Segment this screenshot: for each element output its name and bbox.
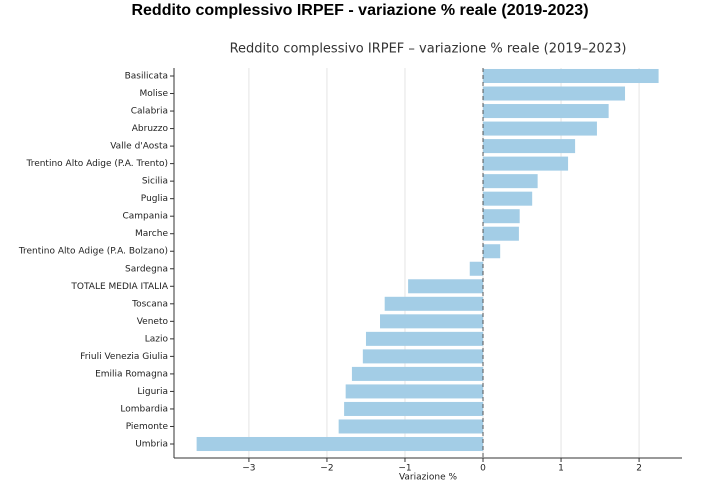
bar	[483, 191, 533, 206]
y-tick-label: TOTALE MEDIA ITALIA	[70, 282, 168, 292]
x-tick-label: 2	[636, 464, 642, 474]
bar	[345, 384, 484, 399]
y-tick-label: Umbria	[135, 440, 168, 450]
bar	[483, 156, 569, 171]
bar	[408, 279, 484, 294]
chart-title: Reddito complessivo IRPEF – variazione %…	[230, 42, 627, 57]
bar	[483, 209, 520, 224]
bar	[483, 104, 609, 119]
y-tick-label: Veneto	[137, 317, 169, 327]
y-tick-label: Marche	[135, 229, 168, 239]
y-tick-label: Lombardia	[120, 404, 168, 414]
x-axis-label: Variazione %	[399, 473, 458, 480]
y-tick-label: Calabria	[131, 107, 168, 117]
bar	[384, 296, 484, 311]
y-tick-label: Valle d'Aosta	[110, 142, 168, 152]
bar	[483, 68, 659, 84]
y-tick-label: Liguria	[137, 387, 168, 397]
y-tick-label: Emilia Romagna	[95, 369, 168, 379]
bar	[344, 401, 484, 416]
x-tick-label: −3	[242, 464, 255, 474]
y-tick-label: Trentino Alto Adige (P.A. Trento)	[26, 159, 168, 169]
y-tick-label: Molise	[140, 89, 169, 99]
y-tick-label: Toscana	[131, 299, 168, 309]
bar	[483, 139, 576, 154]
bar	[380, 314, 484, 329]
page-title: Reddito complessivo IRPEF - variazione %…	[131, 2, 588, 19]
y-tick-label: Abruzzo	[132, 124, 169, 134]
y-tick-label: Puglia	[141, 194, 168, 204]
bar	[351, 366, 484, 381]
bar	[469, 261, 484, 276]
bar	[483, 174, 538, 189]
bar	[338, 419, 484, 434]
y-tick-label: Campania	[122, 212, 168, 222]
y-tick-label: Sicilia	[142, 177, 168, 187]
x-tick-label: −1	[398, 464, 411, 474]
bar	[365, 331, 484, 346]
y-tick-label: Lazio	[145, 334, 169, 344]
y-tick-label: Piemonte	[126, 422, 169, 432]
bar	[483, 86, 626, 101]
y-tick-label: Trentino Alto Adige (P.A. Bolzano)	[18, 247, 168, 257]
y-tick-label: Sardegna	[125, 264, 168, 274]
y-tick-label: Basilicata	[125, 72, 168, 82]
x-tick-label: 0	[480, 464, 486, 474]
bar	[483, 244, 501, 259]
x-tick-label: 1	[558, 464, 564, 474]
bar	[362, 349, 484, 364]
bar	[483, 226, 519, 241]
bar	[483, 121, 597, 136]
y-tick-label: Friuli Venezia Giulia	[80, 352, 168, 362]
x-tick-label: −2	[320, 464, 333, 474]
bar	[196, 436, 484, 452]
